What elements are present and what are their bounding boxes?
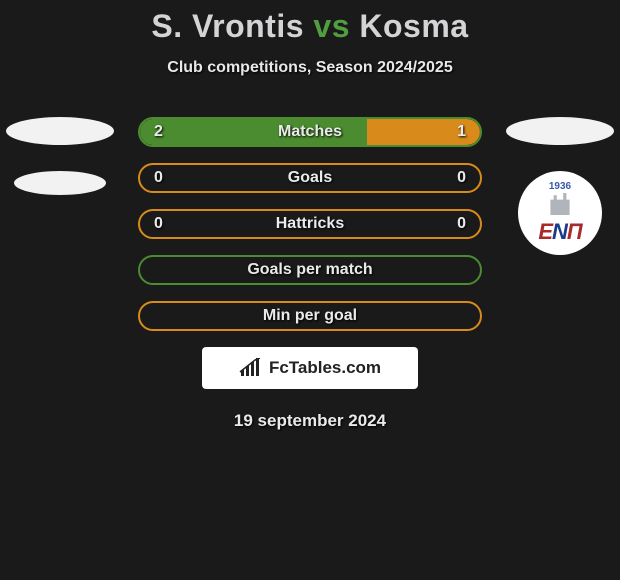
stat-rows: Matches21Goals00Hattricks00Goals per mat… bbox=[138, 117, 482, 331]
stats-area: 1936 ENΠ Matches21Goals00Hattricks00Goal… bbox=[0, 117, 620, 331]
club-building-icon bbox=[544, 193, 576, 215]
date-text: 19 september 2024 bbox=[0, 411, 620, 431]
stat-label: Hattricks bbox=[140, 215, 480, 233]
stat-label: Min per goal bbox=[140, 307, 480, 325]
subtitle: Club competitions, Season 2024/2025 bbox=[0, 59, 620, 77]
stat-label: Matches bbox=[140, 123, 480, 141]
stat-row: Min per goal bbox=[138, 301, 482, 331]
player-right-name: Kosma bbox=[359, 8, 468, 44]
club-year: 1936 bbox=[518, 181, 602, 192]
stat-label: Goals per match bbox=[140, 261, 480, 279]
left-avatar-column bbox=[6, 117, 114, 221]
stat-value-right: 0 bbox=[457, 169, 466, 187]
stat-value-left: 0 bbox=[154, 169, 163, 187]
stat-value-left: 2 bbox=[154, 123, 163, 141]
brand-box[interactable]: FcTables.com bbox=[202, 347, 418, 389]
bar-chart-icon bbox=[239, 358, 263, 378]
stat-label: Goals bbox=[140, 169, 480, 187]
brand-text: FcTables.com bbox=[269, 358, 381, 378]
stat-row: Goals0 0 bbox=[138, 163, 482, 193]
stat-row: Matches2 1 bbox=[138, 117, 482, 147]
stat-row: Hattricks0 0 bbox=[138, 209, 482, 239]
stat-value-left: 0 bbox=[154, 215, 163, 233]
comparison-card: S. Vrontis vs Kosma Club competitions, S… bbox=[0, 0, 620, 431]
player-left-club-placeholder bbox=[14, 171, 106, 195]
stat-value-right: 0 bbox=[457, 215, 466, 233]
vs-text: vs bbox=[313, 8, 350, 44]
stat-value-right: 1 bbox=[457, 123, 466, 141]
stat-row: Goals per match bbox=[138, 255, 482, 285]
page-title: S. Vrontis vs Kosma bbox=[0, 8, 620, 45]
player-left-photo-placeholder bbox=[6, 117, 114, 145]
right-avatar-column: 1936 ENΠ bbox=[506, 117, 614, 255]
player-right-photo-placeholder bbox=[506, 117, 614, 145]
club-logo-text: ENΠ bbox=[518, 219, 602, 245]
player-left-name: S. Vrontis bbox=[151, 8, 304, 44]
player-right-club-badge: 1936 ENΠ bbox=[518, 171, 602, 255]
